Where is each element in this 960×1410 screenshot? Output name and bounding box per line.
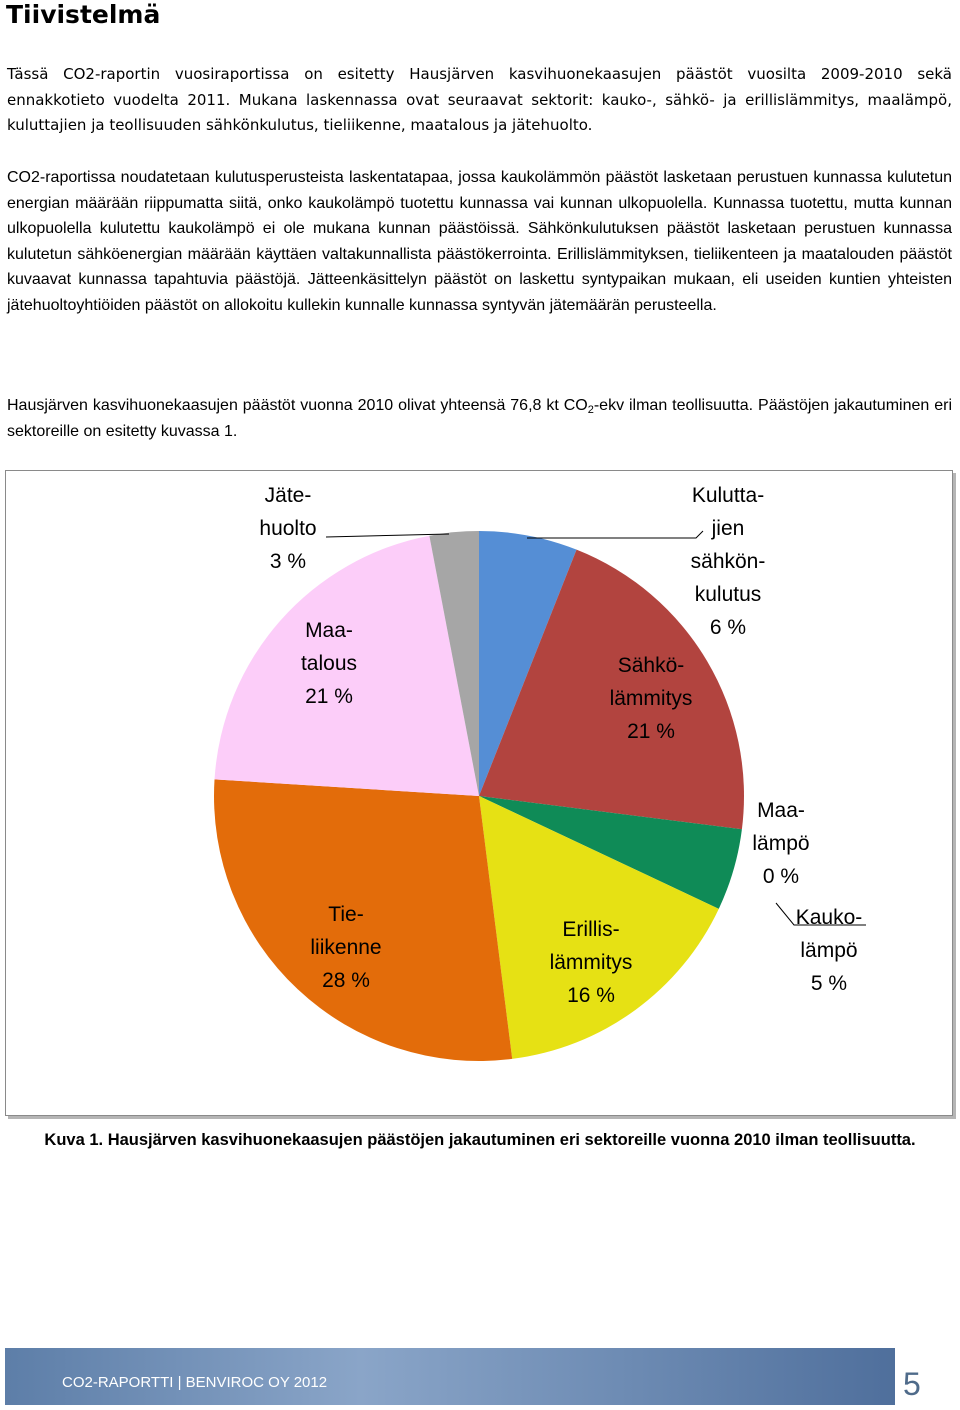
caption: Kuva 1. Hausjärven kasvihuonekaasujen pä… (44, 1131, 916, 1149)
pie-slice (429, 531, 479, 796)
value-label: 0 % (762, 865, 800, 888)
pie-slice (479, 796, 742, 909)
pie-slice (479, 549, 744, 830)
value-label: 21 % (305, 685, 353, 708)
heading: Tiivistelmä (6, 0, 161, 29)
slice-label: Maa- talous 21 % (229, 614, 429, 713)
pie-slice (479, 531, 577, 796)
paragraph: Hausjärven kasvihuonekaasujen päästöt vu… (7, 393, 952, 444)
slice-label: Tie- liikenne 28 % (246, 898, 446, 997)
value-label: 21 % (627, 720, 675, 743)
chart-frame: Kulutta- jien sähkön- kulutus 6 % Sähkö- l… (5, 470, 953, 1116)
text: Hausjärven kasvihuonekaasujen päästöt vu… (7, 397, 588, 414)
leader-line (527, 530, 704, 539)
pie-slice (214, 535, 479, 796)
category-label: Kulutta- jien sähkön- kulutus (690, 484, 766, 606)
leader-line (325, 533, 450, 538)
paragraph: CO2-raportissa noudatetaan kulutusperust… (7, 169, 952, 314)
leader-line (775, 902, 866, 926)
slice-label: Jäte- huolto 3 % (188, 479, 388, 578)
category-label: Tie- liikenne (310, 903, 382, 959)
value-label: 5 % (810, 972, 848, 995)
category-label: Kauko- lämpö (795, 906, 863, 962)
value-label: 6 % (709, 616, 747, 639)
pie-slice (479, 796, 719, 1059)
category-label: Sähkö- lämmitys (609, 654, 693, 710)
slice-label: Erillis- lämmitys 16 % (491, 913, 691, 1012)
slice-label: Kulutta- jien sähkön- kulutus 6 % (628, 479, 828, 644)
subscript: 2 (587, 404, 594, 416)
slice-label: Kauko- lämpö 5 % (729, 901, 929, 1000)
value-label: 16 % (567, 984, 615, 1007)
text: -ekv ilman teollisuutta. Päästöjen jakau… (7, 397, 952, 440)
page-number: 5 (903, 1366, 921, 1402)
category-label: Maa- lämpö (752, 799, 810, 855)
pie-slice (213, 779, 513, 1061)
value-label: 28 % (322, 969, 370, 992)
slice-label: Maa- lämpö 0 % (681, 794, 881, 893)
paragraph: Tässä CO2-raportin vuosiraportissa on es… (7, 65, 952, 134)
category-label: Maa- talous (300, 619, 358, 675)
category-label: Jäte- huolto (259, 484, 317, 540)
footer-band (5, 1348, 895, 1405)
pie-chart (213, 530, 866, 1061)
slice-label: Sähkö- lämmitys 21 % (551, 649, 751, 748)
footer-text: CO2-RAPORTTI | BENVIROC OY 2012 (62, 1374, 328, 1391)
value-label: 3 % (269, 550, 307, 573)
category-label: Erillis- lämmitys (549, 918, 633, 974)
